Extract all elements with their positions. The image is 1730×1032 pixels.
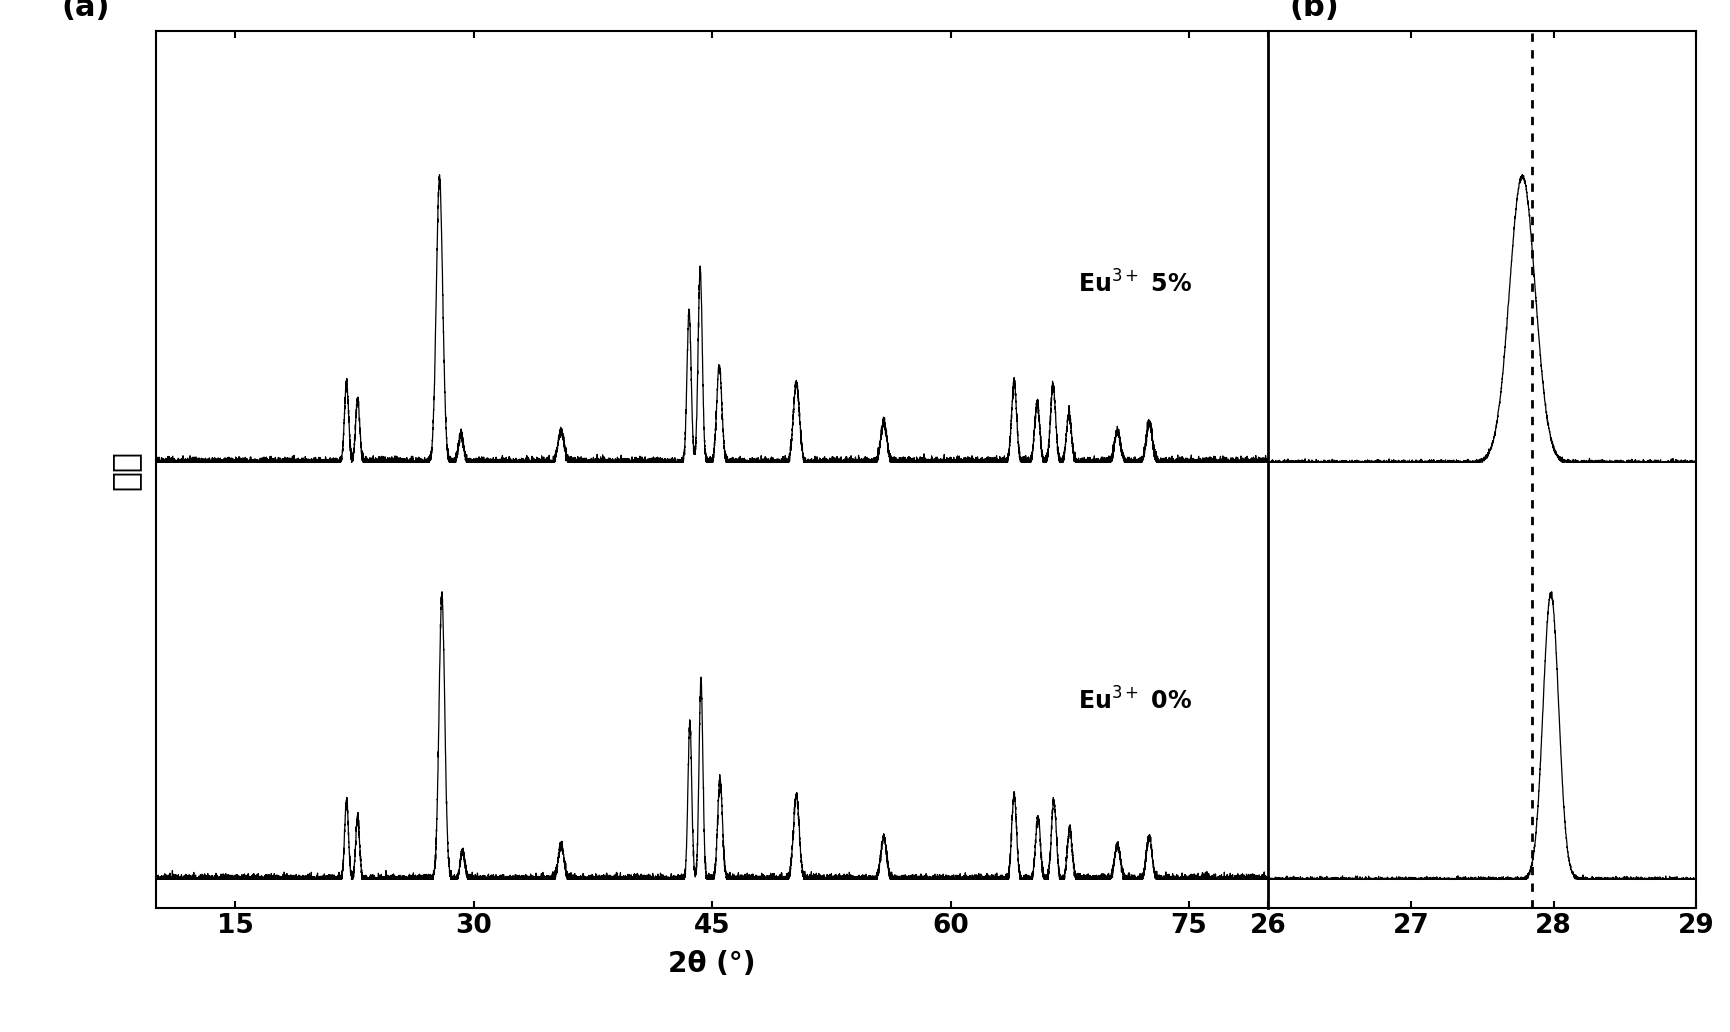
Text: (b): (b): [1289, 0, 1339, 22]
Text: Eu$^{3+}$ 5%: Eu$^{3+}$ 5%: [1078, 270, 1192, 297]
Text: (a): (a): [61, 0, 109, 22]
X-axis label: 2θ (°): 2θ (°): [668, 950, 756, 978]
Y-axis label: 强度: 强度: [109, 450, 142, 489]
Text: Eu$^{3+}$ 0%: Eu$^{3+}$ 0%: [1078, 687, 1192, 715]
